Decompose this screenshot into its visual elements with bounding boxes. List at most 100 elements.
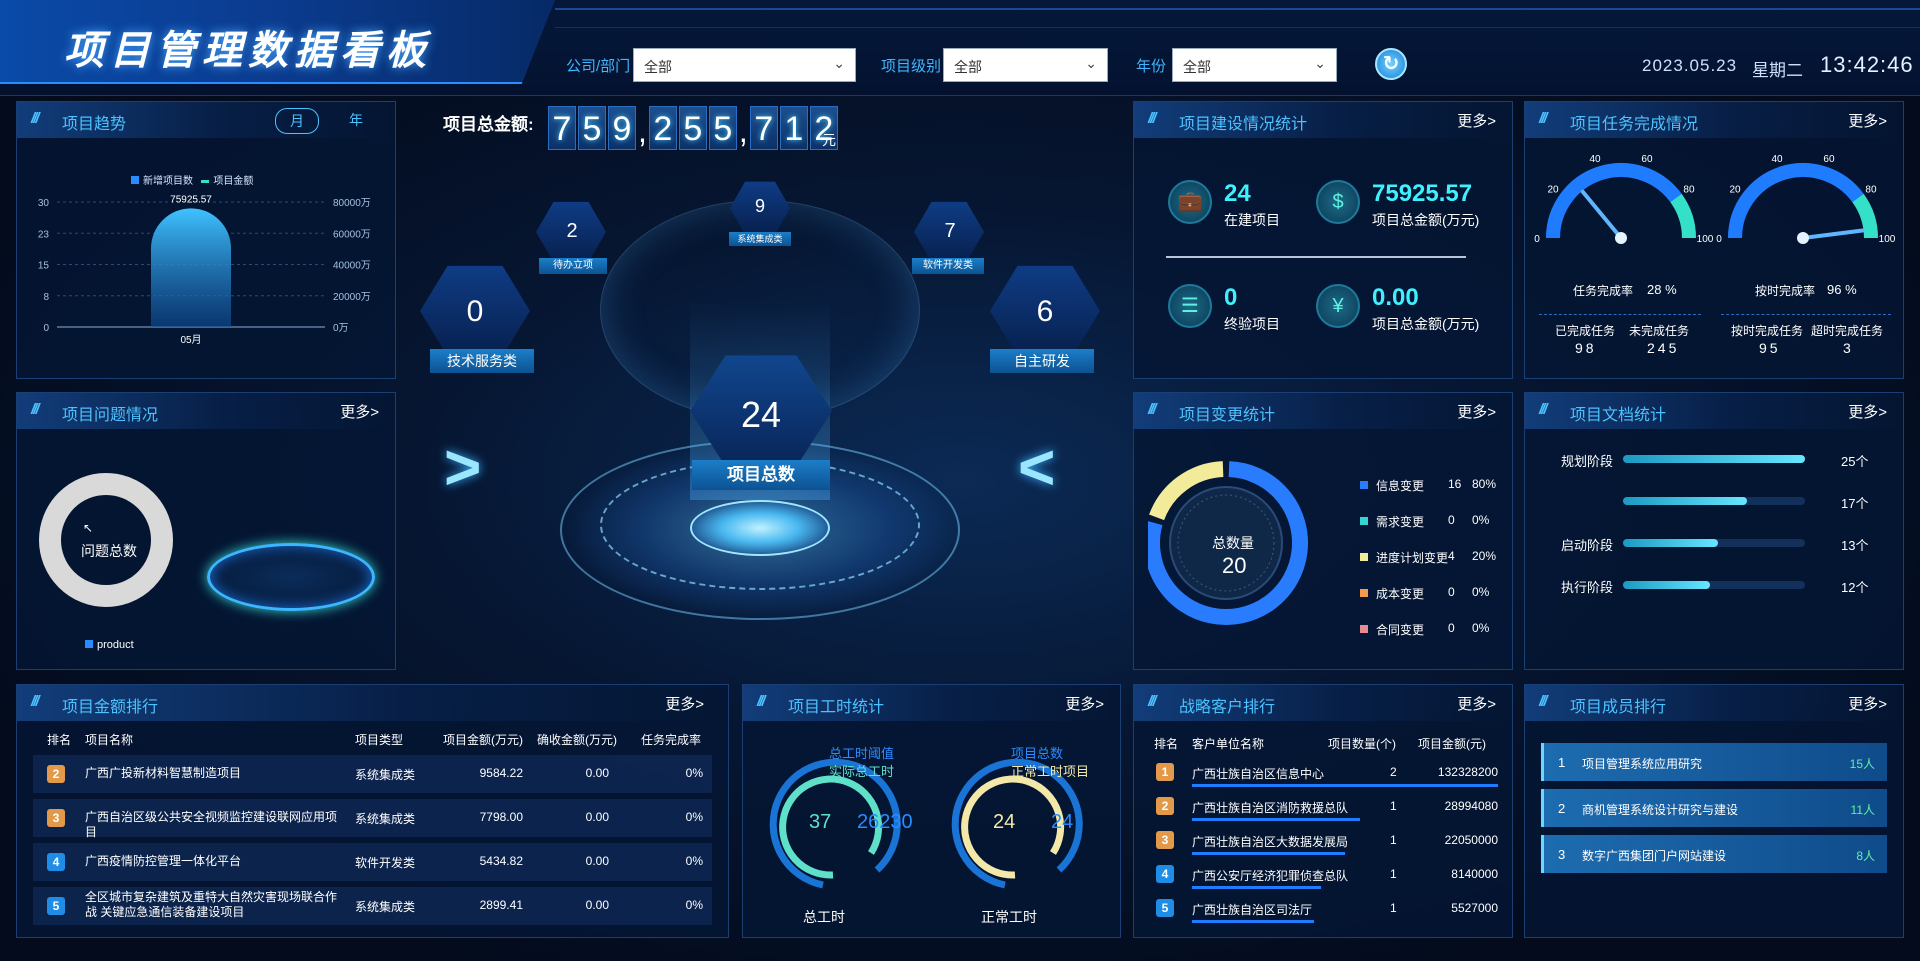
col-rank: 排名 bbox=[47, 733, 72, 747]
gauge-tick-label: 80 bbox=[1683, 185, 1695, 196]
legend-swatch bbox=[201, 179, 210, 183]
toggle-year[interactable]: 年 bbox=[349, 112, 363, 128]
project-name: 广西自治区级公共安全视频监控建设联网应用项目 bbox=[85, 810, 338, 839]
donut-slice[interactable] bbox=[1149, 461, 1224, 521]
digit-box: 2 bbox=[809, 106, 838, 150]
client-bar bbox=[1192, 818, 1361, 821]
doc-bar-fill bbox=[1623, 497, 1747, 505]
amount-rank-panel-title: 项目金额排行 bbox=[62, 699, 159, 716]
client-amount: 8140000 bbox=[1451, 867, 1498, 881]
header-bar: 项目管理数据看板 公司/部门 全部 ⌄ 项目级别 全部 ⌄ 年份 全部 ⌄ ↻ … bbox=[0, 0, 1920, 96]
hex-tech-service[interactable]: 0 技术服务类 bbox=[420, 263, 534, 373]
member-project-name: 数字广西集团门户网站建设 bbox=[1582, 849, 1727, 863]
project-type: 系统集成类 bbox=[355, 900, 416, 914]
docs-panel-title: 项目文档统计 bbox=[1570, 407, 1667, 424]
toggle-month[interactable]: 月 bbox=[275, 108, 319, 134]
issues-more-link[interactable]: 更多> bbox=[340, 404, 379, 421]
hours-more-link[interactable]: 更多> bbox=[1065, 696, 1104, 713]
gauge-tick-label: 40 bbox=[1589, 154, 1601, 165]
hex-pending[interactable]: 2 待办立项 bbox=[534, 200, 610, 280]
arrow-left-icon[interactable]: < bbox=[1018, 431, 1056, 503]
col-amount: 项目金额(万元) bbox=[443, 733, 523, 747]
trend-panel-title: 项目趋势 bbox=[62, 116, 127, 133]
filter-year-value: 全部 bbox=[1183, 59, 1211, 75]
hours-left-line2: 实际总工时 bbox=[829, 764, 895, 779]
table-row[interactable]: 3 广西自治区级公共安全视频监控建设联网应用项目 系统集成类 7798.00 0.00 0… bbox=[33, 799, 712, 839]
client-name[interactable]: 广西壮族自治区信息中心 bbox=[1192, 767, 1325, 781]
col-rank: 排名 bbox=[1154, 737, 1179, 751]
chevron-down-icon: ⌄ bbox=[833, 55, 845, 71]
hex-total-projects-value: 24 bbox=[740, 394, 782, 435]
list-item[interactable]: 2 商机管理系统设计研究与建设 11人 bbox=[1541, 789, 1887, 827]
hex-total-projects[interactable]: 24 项目总数 bbox=[690, 352, 832, 494]
gauge-tick-label: 60 bbox=[1823, 154, 1835, 165]
legend-swatch bbox=[85, 640, 93, 648]
change-item-name: 进度计划变更 bbox=[1376, 551, 1449, 565]
filter-year-label: 年份 bbox=[1136, 58, 1167, 75]
dollar-icon: $ bbox=[1316, 180, 1360, 224]
bar-data-label: 75925.57 bbox=[170, 194, 212, 205]
yuan-hand-icon: ¥ bbox=[1316, 284, 1360, 328]
filter-level-select[interactable]: 全部 ⌄ bbox=[943, 48, 1108, 82]
arrow-right-icon[interactable]: > bbox=[444, 431, 482, 503]
y-tick-label: 23 bbox=[38, 229, 50, 240]
doc-stage-count: 25个 bbox=[1841, 454, 1869, 469]
client-amount: 5527000 bbox=[1451, 901, 1498, 915]
table-row[interactable]: 4 广西疫情防控管理一体化平台 软件开发类 5434.82 0.00 0% bbox=[33, 843, 712, 881]
members-panel-title: 项目成员排行 bbox=[1570, 699, 1667, 716]
table-row[interactable]: 2 广西广投新材料智慧制造项目 系统集成类 9584.22 0.00 0% bbox=[33, 755, 712, 793]
change-item-count: 0 bbox=[1448, 585, 1455, 599]
tasks-more-link[interactable]: 更多> bbox=[1848, 113, 1887, 130]
client-name[interactable]: 广西公安厅经济犯罪侦查总队 bbox=[1192, 869, 1349, 883]
gauge-tick-label: 100 bbox=[1879, 234, 1896, 245]
count-overtime-value: 3 bbox=[1843, 340, 1851, 356]
members-more-link[interactable]: 更多> bbox=[1848, 696, 1887, 713]
client-bar bbox=[1192, 852, 1345, 855]
table-row[interactable]: 5 全区城市复杂建筑及重特大自然灾害现场联合作战 关键应急通信装备建设项目 系统集成… bbox=[33, 887, 712, 925]
changes-more-link[interactable]: 更多> bbox=[1457, 404, 1496, 421]
bar-amount-05[interactable] bbox=[151, 208, 231, 327]
issues-donut bbox=[39, 473, 173, 607]
doc-bar-track bbox=[1623, 581, 1805, 589]
refresh-icon[interactable]: ↻ bbox=[1375, 48, 1407, 80]
changes-panel-title: 项目变更统计 bbox=[1179, 407, 1276, 424]
page-title: 项目管理数据看板 bbox=[64, 29, 432, 73]
hours-right-line1: 项目总数 bbox=[1011, 746, 1064, 761]
client-name[interactable]: 广西壮族自治区消防救援总队 bbox=[1192, 801, 1349, 815]
hex-software-dev[interactable]: 7 软件开发类 bbox=[912, 200, 988, 280]
list-item[interactable]: 3 数字广西集团门户网站建设 8人 bbox=[1541, 835, 1887, 873]
filter-year-select[interactable]: 全部 ⌄ bbox=[1172, 48, 1337, 82]
clients-more-link[interactable]: 更多> bbox=[1457, 696, 1496, 713]
digit-box: 5 bbox=[678, 106, 707, 150]
changes-center-value: 20 bbox=[1222, 553, 1247, 578]
project-received: 0.00 bbox=[585, 898, 609, 912]
list-item[interactable]: 1 项目管理系统应用研究 15人 bbox=[1541, 743, 1887, 781]
project-rate: 0% bbox=[685, 766, 703, 780]
slash-decor-icon: /// bbox=[1148, 693, 1156, 710]
client-name[interactable]: 广西壮族自治区大数据发展局 bbox=[1192, 835, 1349, 849]
changes-donut bbox=[1148, 461, 1308, 625]
gauge-needle bbox=[1801, 228, 1865, 240]
client-count: 1 bbox=[1390, 867, 1397, 881]
trend-panel-header: /// 项目趋势 bbox=[17, 102, 395, 138]
donut-slice[interactable] bbox=[1148, 461, 1308, 625]
doc-bar-fill bbox=[1623, 455, 1805, 463]
digit-separator: , bbox=[638, 113, 647, 149]
client-name[interactable]: 广西壮族自治区司法厅 bbox=[1192, 903, 1313, 917]
filter-company-select[interactable]: 全部 ⌄ bbox=[633, 48, 856, 82]
tasks-panel-title: 项目任务完成情况 bbox=[1570, 116, 1699, 133]
issues-panel: /// 项目问题情况 更多> ↖ 问题总数 product bbox=[16, 392, 396, 670]
amount-rank-panel-header: /// 项目金额排行 更多> bbox=[17, 685, 728, 721]
change-item-count: 0 bbox=[1448, 513, 1455, 527]
hex-shape bbox=[690, 355, 832, 467]
legend-swatch bbox=[1360, 481, 1368, 489]
hex-system-integration[interactable]: 9 系统集成类 bbox=[724, 180, 796, 252]
amount-rank-more-link[interactable]: 更多> bbox=[665, 696, 704, 713]
hex-self-rd[interactable]: 6 自主研发 bbox=[990, 263, 1100, 373]
docs-more-link[interactable]: 更多> bbox=[1848, 404, 1887, 421]
client-bar bbox=[1192, 886, 1321, 889]
slash-decor-icon: /// bbox=[1539, 401, 1547, 418]
hours-rings bbox=[769, 758, 1083, 889]
construction-more-link[interactable]: 更多> bbox=[1457, 113, 1496, 130]
member-count: 11人 bbox=[1850, 803, 1875, 817]
